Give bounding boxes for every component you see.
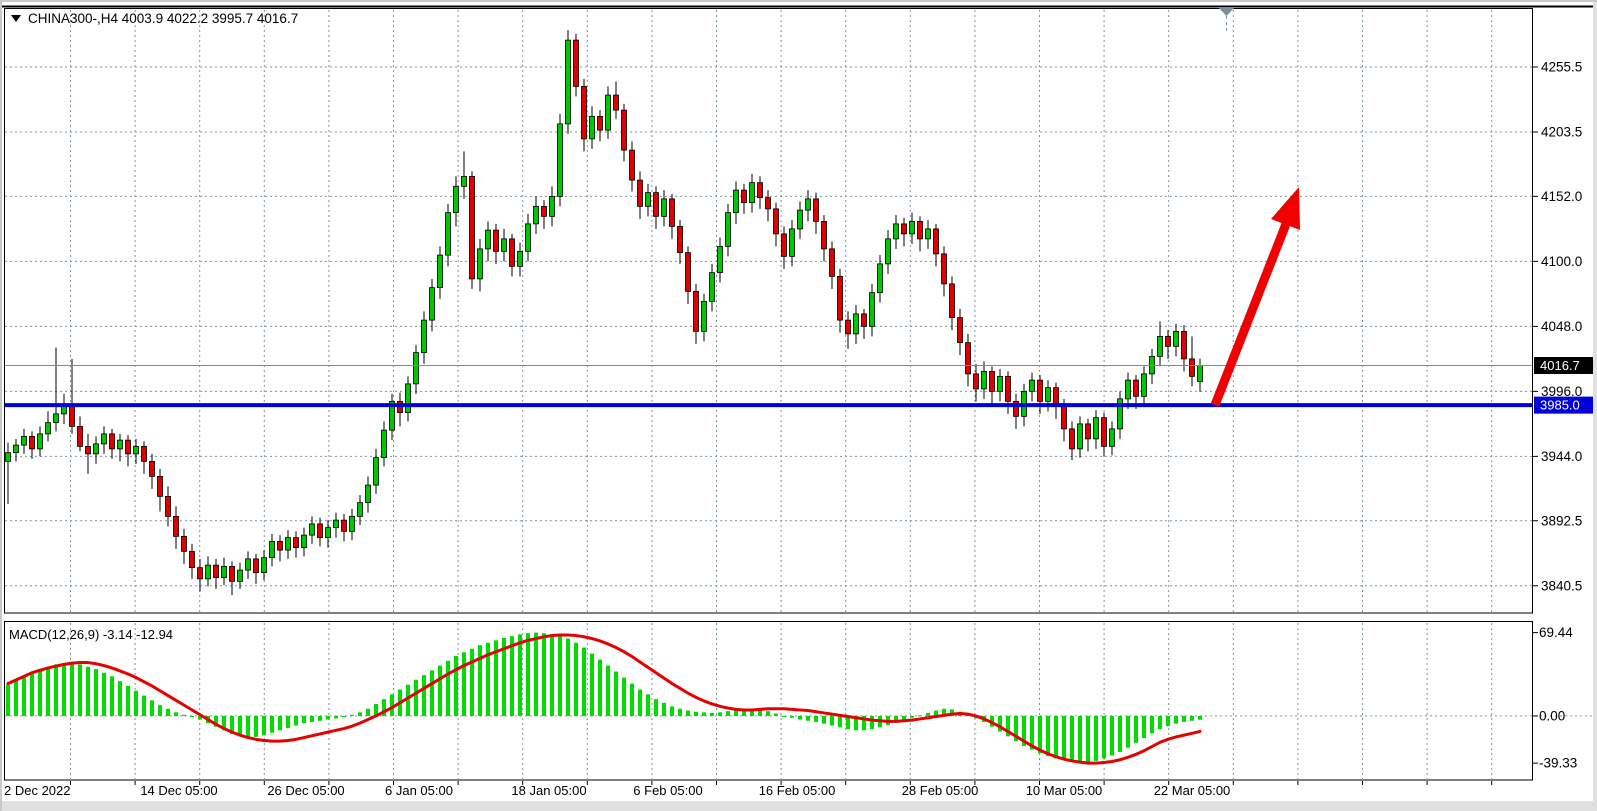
support-line-badge: 3985.0 bbox=[1534, 396, 1597, 414]
bottom-edge bbox=[2, 801, 1597, 811]
macd-signal-line bbox=[6, 633, 1202, 765]
time-axis-label[interactable]: 2 Dec 2022 bbox=[4, 783, 71, 798]
candlesticks bbox=[5, 30, 1203, 596]
time-axis-label[interactable]: 14 Dec 05:00 bbox=[140, 783, 217, 798]
symbol-header[interactable]: CHINA300-,H4 4003.9 4022.2 3995.7 4016.7 bbox=[11, 11, 298, 26]
time-axis-label[interactable]: 16 Feb 05:00 bbox=[759, 783, 836, 798]
macd-histogram bbox=[6, 632, 1202, 763]
macd-indicator-label: MACD(12,26,9) -3.14 -12.94 bbox=[9, 627, 173, 642]
price-tick-label: 3892.5 bbox=[1541, 513, 1582, 528]
trend-arrow-annotation[interactable] bbox=[1210, 187, 1300, 407]
price-tick-label: 3840.5 bbox=[1541, 578, 1582, 593]
macd-tick-label: 69.44 bbox=[1539, 625, 1573, 640]
price-tick-label: 3996.0 bbox=[1541, 384, 1582, 399]
time-axis-label[interactable]: 10 Mar 05:00 bbox=[1026, 783, 1103, 798]
price-tick-label: 4203.5 bbox=[1541, 125, 1582, 140]
time-axis-label[interactable]: 22 Mar 05:00 bbox=[1154, 783, 1231, 798]
trend-arrow-head[interactable] bbox=[1271, 187, 1300, 230]
shift-triangle-icon[interactable] bbox=[1218, 7, 1235, 16]
price-axis: 4255.5 4203.5 4152.0 4100.0 4048.0 3996.0 3944… bbox=[1533, 60, 1582, 771]
macd-panel bbox=[4, 621, 1533, 781]
current-price-badge: 4016.7 bbox=[1534, 357, 1597, 374]
chart-shift-marker[interactable] bbox=[1218, 7, 1235, 32]
time-axis-label[interactable]: 28 Feb 05:00 bbox=[902, 783, 979, 798]
time-axis-label[interactable]: 26 Dec 05:00 bbox=[267, 783, 344, 798]
price-tick-label: 4100.0 bbox=[1541, 254, 1582, 269]
right-edge bbox=[1593, 2, 1597, 811]
macd-tick-label: 0.00 bbox=[1539, 708, 1565, 723]
current-price-value: 4016.7 bbox=[1540, 358, 1580, 373]
time-axis-label[interactable]: 6 Jan 05:00 bbox=[385, 783, 453, 798]
time-axis[interactable]: 2 Dec 2022 14 Dec 05:00 26 Dec 05:00 6 Jan … bbox=[4, 781, 1493, 798]
support-price-value: 3985.0 bbox=[1540, 398, 1580, 413]
price-tick-label: 4152.0 bbox=[1541, 189, 1582, 204]
price-panel bbox=[4, 8, 1533, 614]
price-tick-label: 3944.0 bbox=[1541, 449, 1582, 464]
price-tick-label: 4048.0 bbox=[1541, 319, 1582, 334]
horizontal-price-lines bbox=[5, 365, 1532, 408]
macd-tick-label: -39.33 bbox=[1539, 756, 1577, 771]
time-axis-label[interactable]: 18 Jan 05:00 bbox=[511, 783, 586, 798]
vertical-gridlines bbox=[70, 10, 1493, 779]
time-axis-label[interactable]: 6 Feb 05:00 bbox=[633, 783, 702, 798]
symbol-ohlc-header: CHINA300-,H4 4003.9 4022.2 3995.7 4016.7 bbox=[28, 11, 298, 26]
trend-arrow-shaft[interactable] bbox=[1210, 222, 1291, 407]
symbol-dropdown-icon[interactable] bbox=[11, 15, 21, 22]
price-tick-label: 4255.5 bbox=[1541, 60, 1582, 75]
